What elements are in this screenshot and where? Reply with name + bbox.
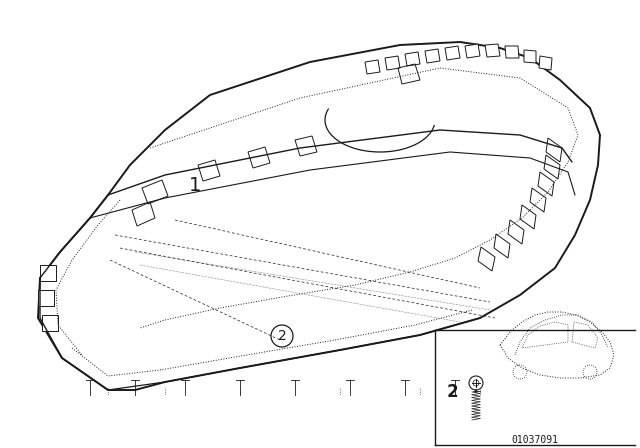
Polygon shape (405, 52, 420, 66)
Polygon shape (520, 205, 536, 229)
Polygon shape (38, 42, 600, 390)
Polygon shape (524, 50, 536, 63)
Polygon shape (544, 155, 560, 179)
Polygon shape (445, 46, 460, 60)
Polygon shape (546, 138, 562, 162)
Polygon shape (522, 322, 568, 348)
Text: 2: 2 (278, 329, 286, 343)
Polygon shape (539, 56, 552, 70)
Polygon shape (385, 56, 400, 70)
Polygon shape (508, 220, 524, 244)
Polygon shape (494, 234, 510, 258)
Polygon shape (478, 247, 495, 271)
Polygon shape (505, 46, 519, 58)
Polygon shape (465, 44, 480, 58)
Polygon shape (572, 322, 598, 348)
Polygon shape (425, 49, 440, 63)
Text: 2: 2 (446, 383, 458, 401)
Polygon shape (485, 44, 500, 57)
Polygon shape (42, 315, 58, 331)
Polygon shape (40, 265, 56, 281)
Polygon shape (530, 188, 546, 212)
Text: 01037091: 01037091 (511, 435, 559, 445)
Polygon shape (38, 290, 54, 306)
Polygon shape (500, 312, 614, 378)
Text: 1: 1 (189, 176, 201, 194)
Polygon shape (538, 172, 554, 196)
Polygon shape (365, 60, 380, 74)
